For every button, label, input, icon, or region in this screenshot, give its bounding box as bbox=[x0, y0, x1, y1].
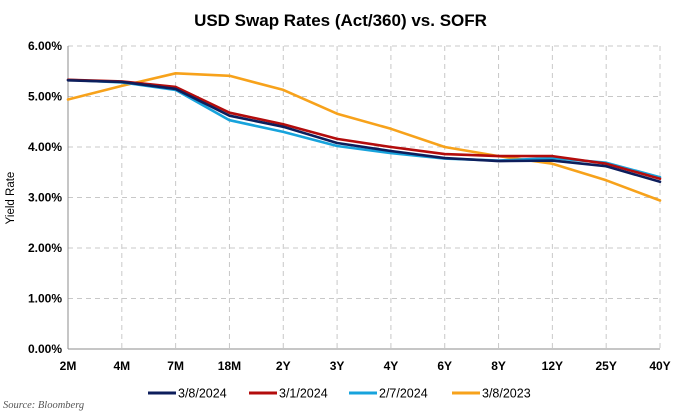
x-tick-label: 25Y bbox=[596, 359, 617, 373]
y-tick-label: 1.00% bbox=[28, 292, 62, 306]
legend-label: 3/8/2024 bbox=[178, 387, 227, 401]
legend-label: 2/7/2024 bbox=[379, 387, 428, 401]
x-tick-label: 4M bbox=[113, 359, 130, 373]
x-tick-label: 8Y bbox=[491, 359, 506, 373]
y-tick-label: 3.00% bbox=[28, 191, 62, 205]
x-tick-label: 18M bbox=[218, 359, 241, 373]
axis-layer: 0.00% 1.00% 2.00% 3.00% 4.00% 5.00% 6.00% 2M 4M 7… bbox=[28, 39, 671, 373]
source-note: Source: Bloomberg bbox=[3, 400, 84, 411]
grid-layer bbox=[68, 45, 661, 349]
x-tick-label: 2M bbox=[60, 359, 77, 373]
x-tick-label: 40Y bbox=[649, 359, 670, 373]
y-tick-label: 5.00% bbox=[28, 90, 62, 104]
x-tick-label: 7M bbox=[167, 359, 184, 373]
x-tick-label: 12Y bbox=[542, 359, 563, 373]
y-tick-label: 6.00% bbox=[28, 39, 62, 53]
x-tick-label: 3Y bbox=[330, 359, 345, 373]
legend-label: 3/1/2024 bbox=[279, 387, 328, 401]
series-line-3-8-2023 bbox=[66, 72, 662, 202]
y-axis-label: Yield Rate bbox=[5, 172, 17, 225]
series-line-3-1-2024 bbox=[66, 78, 662, 181]
x-tick-label: 4Y bbox=[384, 359, 399, 373]
series-line-3-8-2024 bbox=[66, 79, 662, 184]
y-tick-label: 2.00% bbox=[28, 241, 62, 255]
series-layer bbox=[66, 72, 662, 202]
y-tick-label: 0.00% bbox=[28, 342, 62, 356]
legend-label: 3/8/2023 bbox=[482, 387, 531, 401]
legend: 3/8/2024 3/1/2024 2/7/2024 3/8/2023 bbox=[148, 387, 531, 401]
y-tick-label: 4.00% bbox=[28, 140, 62, 154]
x-tick-label: 6Y bbox=[437, 359, 452, 373]
x-tick-label: 2Y bbox=[276, 359, 291, 373]
chart-title: USD Swap Rates (Act/360) vs. SOFR bbox=[194, 11, 487, 30]
